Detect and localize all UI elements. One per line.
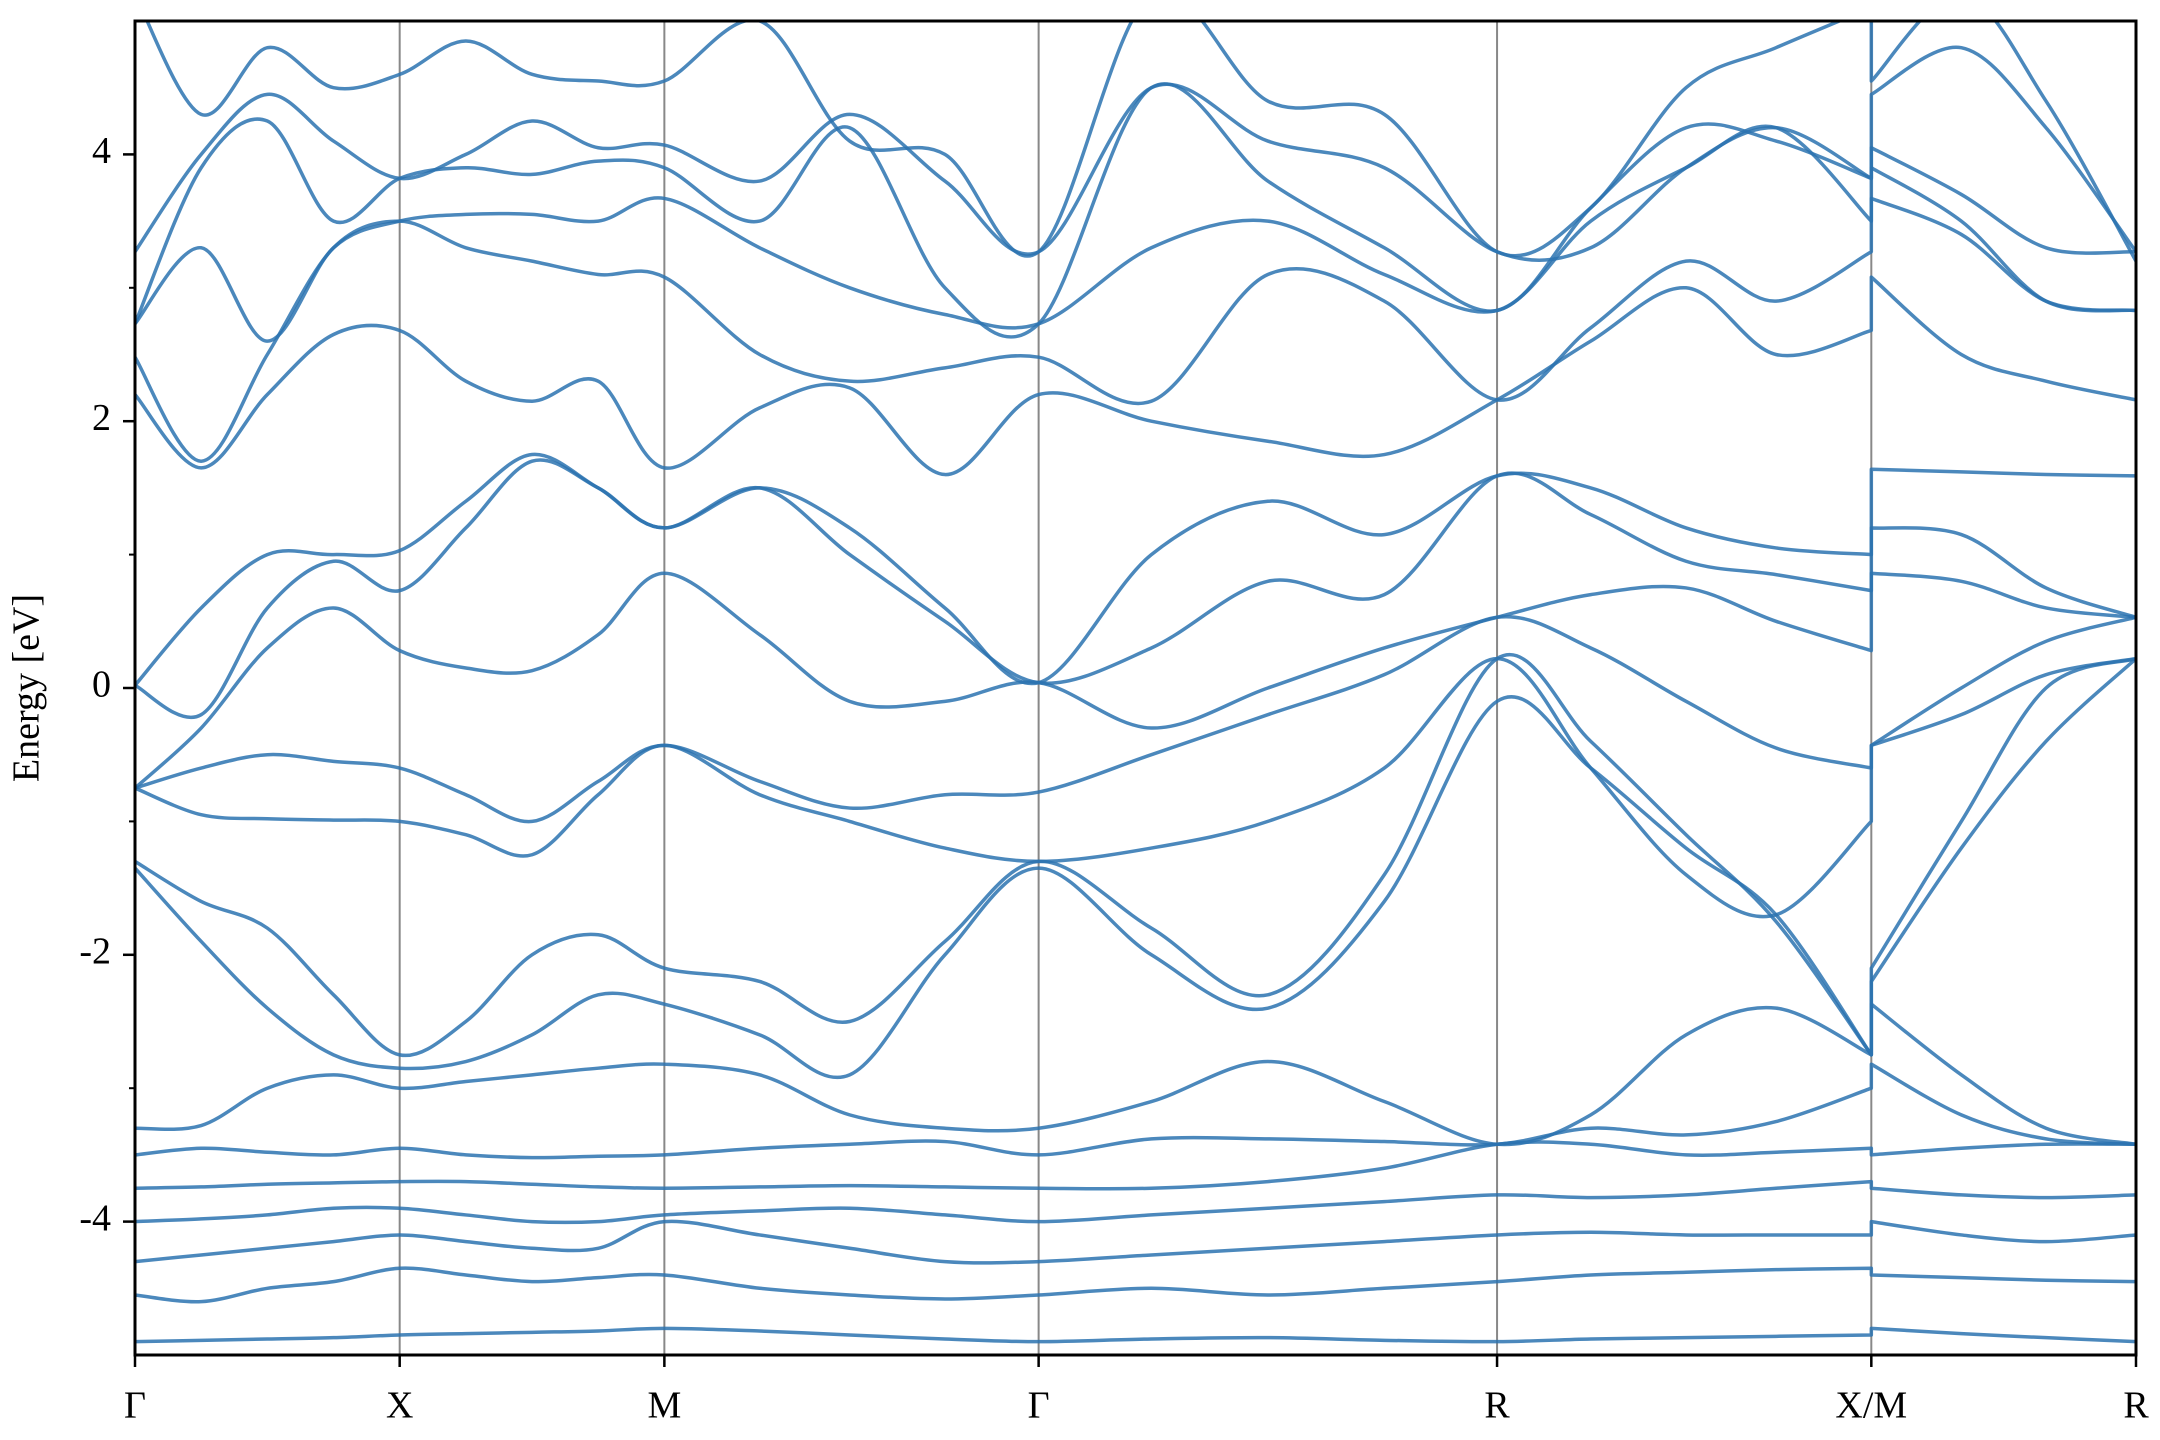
band-line (135, 571, 2136, 790)
x-tick-label: X/M (1835, 1385, 1907, 1427)
x-tick-label: R (2123, 1385, 2149, 1427)
band-line (135, 196, 2136, 463)
band-line (135, 45, 2136, 262)
y-tick-label: 2 (92, 397, 111, 439)
band-line (135, 1326, 2136, 1344)
band-line (135, 1140, 2136, 1191)
band-line (135, 614, 2136, 824)
band-line (135, 452, 2136, 687)
band-line (135, 275, 2136, 477)
band-line (135, 124, 2136, 343)
x-tick-label: Γ (1028, 1385, 1050, 1427)
x-tick-label: Γ (124, 1385, 146, 1427)
y-tick-label: -2 (79, 931, 111, 973)
band-line (135, 1062, 2136, 1160)
band-line (135, 657, 2136, 1079)
band-line (135, 1179, 2136, 1225)
band-line (135, 458, 2136, 719)
grid (134, 21, 2137, 1355)
band-line (135, 1002, 2136, 1147)
band-line (135, 656, 2136, 919)
band-line (135, 1219, 2136, 1265)
ticks: -4 -2 0 2 4 Γ X M Γ R X/M R (79, 130, 2149, 1427)
plot-frame (133, 19, 2138, 1357)
x-tick-label: M (647, 1385, 681, 1427)
band-line (145, 21, 2136, 262)
y-tick-label: 4 (92, 130, 111, 172)
y-axis-label: Energy [eV] (6, 594, 48, 782)
band-line (135, 1266, 2136, 1304)
x-tick-label: X (386, 1385, 413, 1427)
y-tick-label: -4 (79, 1197, 111, 1239)
band-line (135, 82, 2136, 339)
y-tick-label: 0 (92, 664, 111, 706)
x-tick-label: R (1484, 1385, 1510, 1427)
bands (135, 21, 2136, 1344)
band-line (135, 653, 2136, 1058)
